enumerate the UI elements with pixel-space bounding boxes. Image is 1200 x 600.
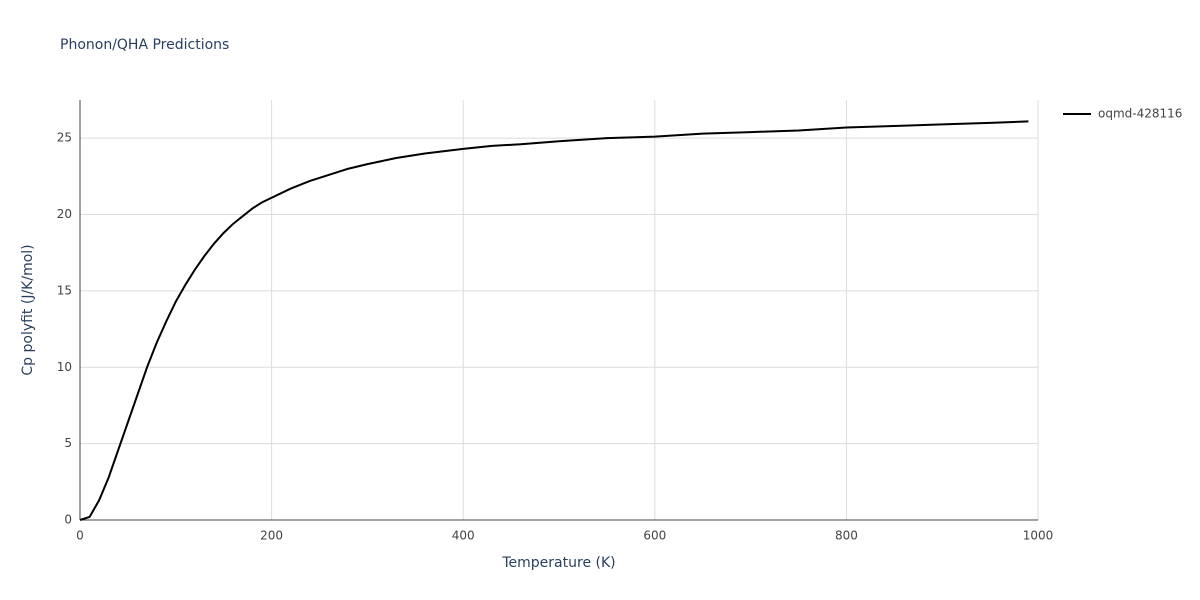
y-axis-title: Cp polyfit (J/K/mol) — [20, 244, 36, 375]
chart-title: Phonon/QHA Predictions — [60, 37, 229, 53]
y-tick-label: 10 — [57, 360, 72, 374]
x-tick-label: 1000 — [1023, 529, 1054, 543]
x-tick-label: 0 — [76, 529, 84, 543]
y-tick-label: 15 — [57, 283, 72, 297]
x-tick-label: 800 — [835, 529, 858, 543]
y-tick-label: 5 — [64, 436, 72, 450]
x-axis-title: Temperature (K) — [501, 555, 615, 571]
y-tick-label: 0 — [64, 513, 72, 527]
data-line — [79, 120, 1029, 521]
y-tick-label: 20 — [57, 207, 72, 221]
legend-label: oqmd-428116 — [1098, 107, 1182, 121]
y-tick-label: 25 — [57, 131, 72, 145]
x-tick-label: 400 — [452, 529, 475, 543]
x-tick-label: 200 — [260, 529, 283, 543]
x-tick-label: 600 — [643, 529, 666, 543]
